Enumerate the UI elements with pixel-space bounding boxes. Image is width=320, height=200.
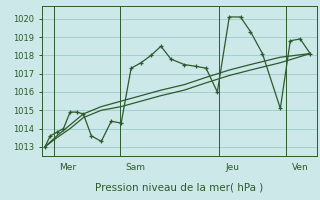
Text: Mer: Mer	[60, 163, 76, 172]
Text: Pression niveau de la mer( hPa ): Pression niveau de la mer( hPa )	[95, 183, 263, 193]
Text: Ven: Ven	[292, 163, 308, 172]
Text: Sam: Sam	[126, 163, 146, 172]
Text: Jeu: Jeu	[225, 163, 239, 172]
